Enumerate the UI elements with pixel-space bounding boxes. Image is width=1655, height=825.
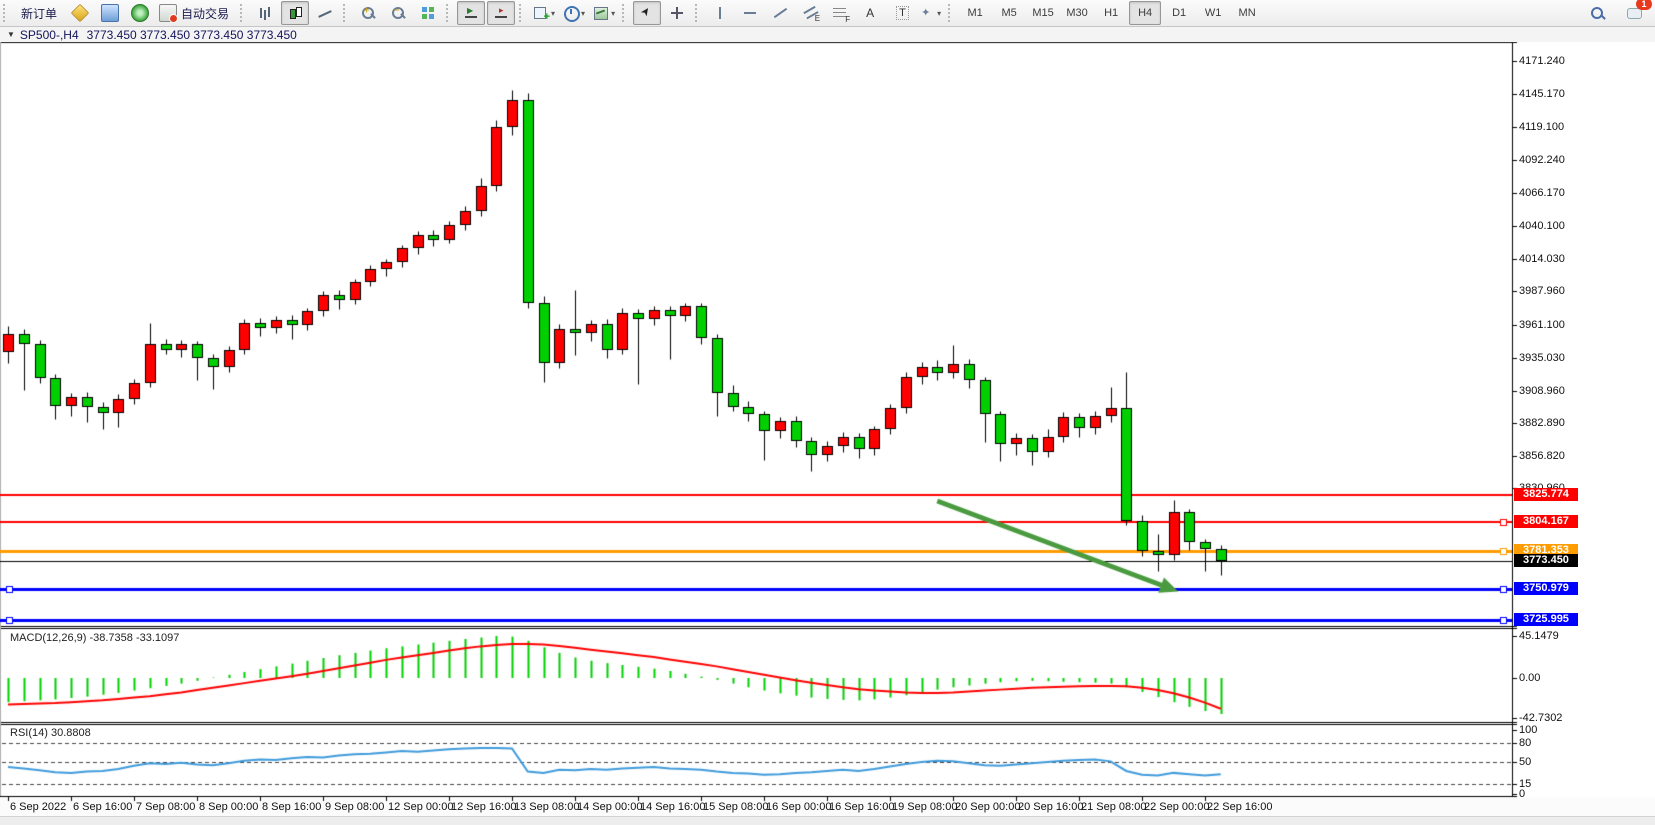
chart-title-symbol: SP500-,H4 xyxy=(19,27,79,42)
dropdown-caret-icon[interactable]: ▾ xyxy=(611,8,616,18)
candlestick-chart-icon[interactable] xyxy=(281,1,310,25)
dropdown-caret-icon[interactable]: ▾ xyxy=(581,8,586,18)
fibonacci-icon[interactable] xyxy=(826,1,854,25)
timeframe-m15[interactable]: M15 xyxy=(1032,7,1054,19)
search-icon xyxy=(1589,5,1605,21)
line-chart-icon[interactable] xyxy=(311,1,339,25)
dropdown-caret-icon[interactable]: ▾ xyxy=(551,8,556,18)
autotrading-icon xyxy=(159,4,179,23)
chart-titlebar[interactable]: ▼ SP500-,H4 3773.450 3773.450 3773.450 3… xyxy=(0,27,1655,42)
zoom-in-icon xyxy=(360,5,376,21)
toolbar-group-grip xyxy=(240,4,247,22)
zoom-in-icon[interactable] xyxy=(354,1,382,25)
templates-icon[interactable]: ▾ xyxy=(590,1,618,25)
zoom-out-icon xyxy=(390,5,406,21)
toolbar-group-grip xyxy=(948,4,955,22)
vertical-line-icon xyxy=(712,5,728,21)
arrows-icon[interactable]: ▾ xyxy=(916,1,944,25)
crosshair-icon xyxy=(669,5,685,21)
equidistant-channel-icon xyxy=(802,5,820,23)
new-order-button-label: 新订单 xyxy=(21,6,58,21)
fibonacci-icon xyxy=(832,5,850,24)
timeframe-m1[interactable]: M1 xyxy=(967,7,983,19)
terminal-icon xyxy=(131,4,150,22)
tile-windows-icon[interactable] xyxy=(414,1,442,25)
timeframe-h1[interactable]: H1 xyxy=(1104,7,1119,19)
dropdown-caret-icon[interactable]: ▾ xyxy=(937,8,942,18)
equidistant-channel-icon[interactable] xyxy=(796,1,824,25)
auto-scroll-icon xyxy=(463,5,479,21)
chart-shift-icon[interactable] xyxy=(487,1,516,25)
zoom-out-icon[interactable] xyxy=(384,1,412,25)
status-bar xyxy=(0,816,1655,825)
tile-windows-icon xyxy=(420,5,436,21)
cursor-icon xyxy=(639,5,655,21)
new-chart-icon xyxy=(533,5,550,23)
timeframe-d1[interactable]: D1 xyxy=(1172,7,1187,19)
navigator-icon[interactable] xyxy=(96,1,124,25)
toolbar-group-grip xyxy=(3,4,10,22)
periods-icon xyxy=(563,5,581,22)
line-chart-icon xyxy=(317,5,333,21)
text-label-icon xyxy=(892,5,909,21)
horizontal-line-icon[interactable] xyxy=(736,1,764,25)
arrows-icon xyxy=(919,5,935,21)
new-chart-icon[interactable]: ▾ xyxy=(530,1,558,25)
periods-icon[interactable]: ▾ xyxy=(560,1,588,25)
text-label-icon[interactable] xyxy=(886,1,914,25)
navigator-icon xyxy=(101,4,120,22)
new-order-button[interactable]: 新订单 xyxy=(14,1,64,25)
text-icon[interactable] xyxy=(856,1,884,25)
text-icon xyxy=(862,5,878,21)
market-watch-icon xyxy=(70,3,90,23)
auto-trading-label: 自动交易 xyxy=(181,6,230,21)
notification-badge: 1 xyxy=(1636,0,1652,10)
chat-icon xyxy=(1626,5,1642,21)
collapse-icon[interactable]: ▼ xyxy=(7,30,15,39)
cursor-icon[interactable] xyxy=(633,1,662,25)
search-button[interactable] xyxy=(1583,1,1611,25)
timeframe-m30[interactable]: M30 xyxy=(1066,7,1088,19)
market-watch-icon[interactable] xyxy=(66,1,94,25)
autotrading-icon[interactable]: 自动交易 xyxy=(156,1,236,25)
trendline-icon xyxy=(772,5,788,21)
crosshair-icon[interactable] xyxy=(663,1,691,25)
vertical-line-icon[interactable] xyxy=(706,1,734,25)
notifications-button[interactable]: 1 xyxy=(1620,0,1652,25)
horizontal-line-icon xyxy=(742,5,758,21)
toolbar: 新订单 自动交易 ▾ ▾ ▾ ▾ M1 M5 M15 M30 H1 H4 D1 W1 MN 1 xyxy=(0,0,1655,27)
toolbar-group-grip xyxy=(622,4,629,22)
chart-shift-icon xyxy=(493,5,509,21)
bar-chart-icon[interactable] xyxy=(251,1,279,25)
chart-title-ohlc: 3773.450 3773.450 3773.450 3773.450 xyxy=(86,27,297,42)
toolbar-group-grip xyxy=(695,4,702,22)
toolbar-group-grip xyxy=(343,4,350,22)
timeframe-mn[interactable]: MN xyxy=(1238,7,1256,19)
timeframe-h4[interactable]: H4 xyxy=(1129,1,1162,25)
auto-scroll-icon[interactable] xyxy=(457,1,486,25)
toolbar-group-grip xyxy=(519,4,526,22)
terminal-icon[interactable] xyxy=(126,1,154,25)
timeframe-w1[interactable]: W1 xyxy=(1204,7,1222,19)
templates-icon xyxy=(593,5,609,21)
candlestick-chart-icon xyxy=(287,5,303,21)
trendline-icon[interactable] xyxy=(766,1,794,25)
timeframe-m5[interactable]: M5 xyxy=(1001,7,1017,19)
bar-chart-icon xyxy=(257,5,273,21)
toolbar-group-grip xyxy=(446,4,453,22)
